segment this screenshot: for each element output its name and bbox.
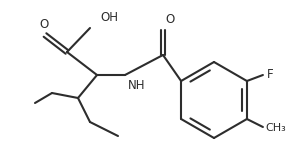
Text: CH₃: CH₃ (265, 123, 286, 133)
Text: OH: OH (100, 11, 118, 24)
Text: O: O (39, 18, 49, 31)
Text: NH: NH (128, 79, 146, 92)
Text: O: O (165, 13, 174, 26)
Text: F: F (267, 69, 274, 81)
